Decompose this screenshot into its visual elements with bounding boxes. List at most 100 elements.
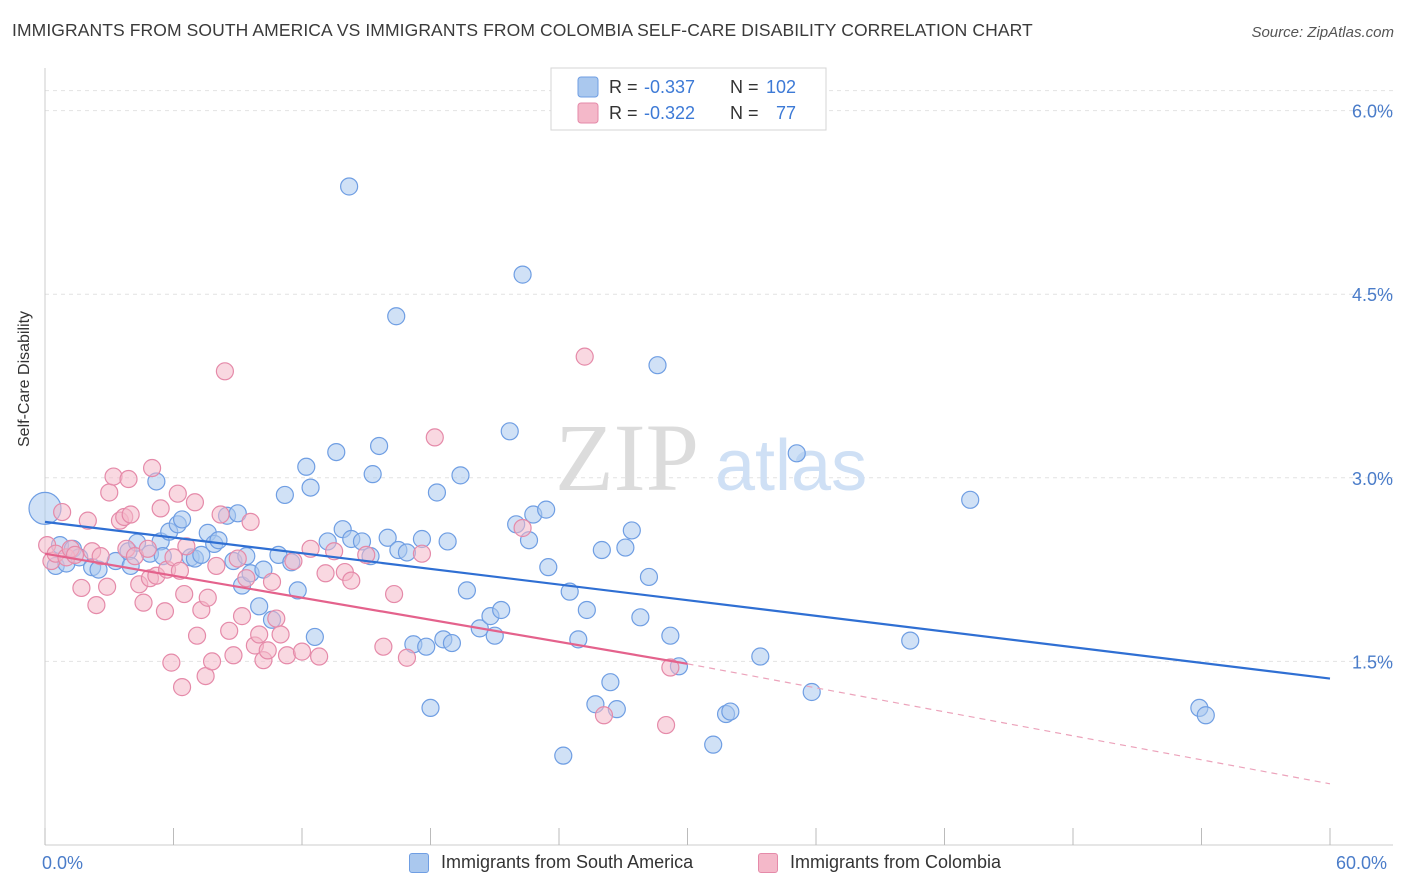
point-colombia xyxy=(215,362,234,381)
watermark-atlas: atlas xyxy=(715,426,867,506)
point-south-america xyxy=(421,698,440,718)
point-colombia xyxy=(224,646,243,665)
watermark: ZIP atlas xyxy=(555,404,867,511)
source-label: Source: ZipAtlas.com xyxy=(1251,24,1394,41)
legend-n-label-1: N = xyxy=(730,103,759,123)
point-south-america xyxy=(901,631,920,650)
point-colombia xyxy=(91,547,110,566)
point-south-america xyxy=(417,637,436,656)
point-south-america xyxy=(378,528,397,547)
point-colombia xyxy=(342,571,361,590)
point-south-america xyxy=(537,500,556,519)
legend-n-value-0: 102 xyxy=(766,77,796,97)
point-colombia xyxy=(198,588,217,607)
point-south-america xyxy=(387,307,406,326)
y-tick-label: 1.5% xyxy=(1352,652,1393,672)
x-tick-label-min: 0.0% xyxy=(42,853,84,873)
point-south-america xyxy=(297,457,316,476)
point-colombia xyxy=(100,483,119,502)
point-colombia xyxy=(168,484,187,503)
bottom-legend-item-colombia: Immigrants from Colombia xyxy=(758,852,1001,873)
legend-r-label-1: R = xyxy=(609,103,638,123)
point-colombia xyxy=(277,646,297,665)
point-colombia xyxy=(98,577,117,596)
legend-swatch-colombia xyxy=(577,102,599,124)
point-south-america xyxy=(442,633,462,653)
point-south-america xyxy=(601,673,620,692)
point-colombia xyxy=(119,469,138,489)
chart-title: IMMIGRANTS FROM SOUTH AMERICA VS IMMIGRA… xyxy=(12,20,1033,40)
point-colombia xyxy=(138,539,157,558)
point-south-america xyxy=(513,265,532,284)
point-south-america xyxy=(704,735,723,754)
point-colombia xyxy=(316,564,335,583)
point-south-america xyxy=(363,465,382,484)
point-colombia xyxy=(292,642,312,661)
trend-lines xyxy=(44,520,1331,785)
point-south-america xyxy=(577,600,596,620)
trend-line-colombia xyxy=(44,552,688,665)
point-colombia xyxy=(513,518,532,538)
bottom-legend-label-south-america: Immigrants from South America xyxy=(441,852,694,872)
series-colombia-points xyxy=(38,347,680,735)
point-south-america xyxy=(492,600,511,620)
axes xyxy=(44,68,1393,846)
point-south-america xyxy=(275,485,294,505)
point-colombia xyxy=(187,626,207,645)
trend-line-colombia-extension xyxy=(687,663,1331,785)
point-south-america xyxy=(397,543,417,562)
point-colombia xyxy=(142,458,162,478)
point-colombia xyxy=(185,493,205,512)
y-tick-labels: 1.5% 3.0% 4.5% 6.0% xyxy=(1352,102,1393,673)
point-colombia xyxy=(151,499,170,518)
bottom-legend-label-colombia: Immigrants from Colombia xyxy=(790,852,1002,872)
point-colombia xyxy=(237,569,256,588)
y-tick-label: 4.5% xyxy=(1352,285,1393,305)
point-colombia xyxy=(267,609,286,628)
point-colombia xyxy=(177,537,196,556)
point-south-america xyxy=(172,510,192,529)
point-colombia xyxy=(661,658,680,677)
point-south-america xyxy=(721,702,740,721)
legend-r-value-0: -0.337 xyxy=(644,77,695,97)
point-south-america xyxy=(427,483,447,502)
point-south-america xyxy=(787,444,806,463)
watermark-zip: ZIP xyxy=(555,404,699,511)
point-south-america xyxy=(539,558,558,577)
point-colombia xyxy=(155,602,175,621)
point-colombia xyxy=(121,505,140,524)
point-colombia xyxy=(271,625,290,644)
bottom-legend-item-south-america: Immigrants from South America xyxy=(409,852,693,873)
legend-r-label-0: R = xyxy=(609,77,638,97)
point-south-america xyxy=(457,581,477,600)
point-colombia xyxy=(175,584,194,604)
point-south-america xyxy=(500,422,519,441)
point-south-america xyxy=(340,177,359,196)
point-south-america xyxy=(639,567,659,587)
x-tick-label-max: 60.0% xyxy=(1336,853,1388,873)
legend-n-label-0: N = xyxy=(730,77,759,97)
point-colombia xyxy=(594,706,614,725)
y-tick-label: 6.0% xyxy=(1352,102,1393,122)
point-colombia xyxy=(357,545,376,565)
point-colombia xyxy=(575,347,594,366)
point-colombia xyxy=(53,502,72,522)
point-south-america xyxy=(209,531,228,550)
point-south-america xyxy=(648,356,667,375)
point-south-america xyxy=(616,538,635,557)
point-south-america xyxy=(305,627,324,647)
point-colombia xyxy=(397,648,417,667)
point-south-america xyxy=(250,597,269,616)
point-south-america xyxy=(301,478,320,497)
point-south-america xyxy=(661,626,680,645)
point-colombia xyxy=(656,715,676,735)
point-south-america xyxy=(451,466,470,485)
point-colombia xyxy=(202,652,222,671)
point-colombia xyxy=(284,551,303,571)
point-colombia xyxy=(384,584,404,604)
point-south-america xyxy=(370,436,389,456)
point-colombia xyxy=(72,578,91,598)
bottom-legend-swatch-colombia xyxy=(758,852,778,873)
trend-line-south-america xyxy=(44,520,1331,680)
